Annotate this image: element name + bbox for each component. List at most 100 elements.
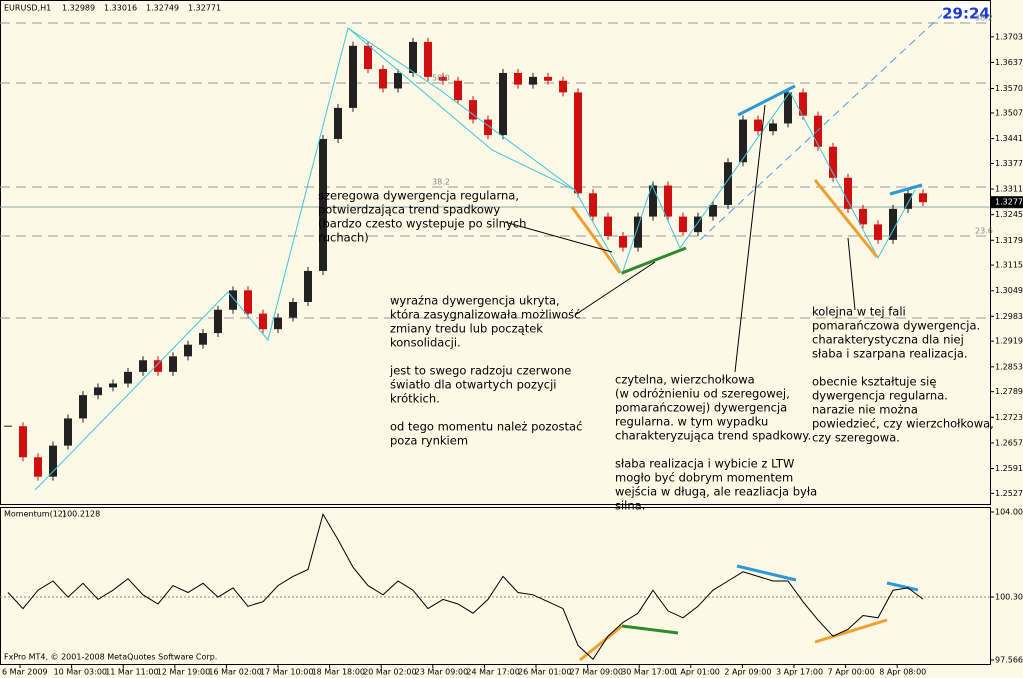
candle [484,119,492,136]
x-tick-label: 12 Mar 19:00 [157,668,210,677]
annotation: charakteryzująca trend spadkowy. [615,429,811,443]
y-tick-label: 104.0005 [995,507,1023,516]
x-tick-label: 8 Apr 08:00 [879,668,926,677]
annotation: czytelna, wierzchołkowa [615,373,755,387]
fib-label: 38.2 [432,178,450,187]
candle [439,76,447,81]
momentum-line [7,513,924,660]
candle [844,177,852,209]
candle [79,395,87,419]
candle [724,162,732,205]
indicator-name: Momentum(12) [4,510,66,519]
candle [754,119,762,132]
candle [394,72,402,89]
candle [274,317,282,330]
annotation: kolejna w tej fali [812,305,906,319]
ohlc-value: 1.33016 [104,4,137,13]
x-tick-label: 16 Mar 02:00 [208,668,261,677]
y-tick-label: 1.30490 [995,286,1023,295]
candle [154,360,162,372]
candle [199,333,207,345]
annotation: konsolidacji. [390,336,461,350]
y-tick-label: 1.28530 [995,362,1023,371]
y-tick-label: 1.26570 [995,438,1023,447]
candle [229,290,237,310]
x-tick-label: 30 Mar 17:00 [621,668,674,677]
annotation: od tego momentu należ pozostać [390,420,582,434]
y-tick-label: 1.34410 [995,134,1023,143]
div-line [814,618,888,644]
candle [124,371,132,384]
candle [454,80,462,101]
candle [664,185,672,217]
div-line [621,246,687,275]
candle [529,76,537,85]
y-tick-label: 1.33110 [995,185,1023,194]
candle [634,216,642,248]
x-tick-label: 10 Mar 03:00 [54,668,107,677]
indicator-value: 100.2128 [62,510,100,519]
x-tick-label: 2 Apr 09:00 [724,668,771,677]
annotation: słaba realizacja i wybicie z LTW [615,457,794,471]
candle [94,387,102,396]
arrows [504,104,856,373]
symbol: EURUSD,H1 [4,4,51,13]
annotation: obecnie kształtuje się [812,375,936,389]
annotation: wejścia w długą, ale reazliacja była [615,485,817,499]
candle [409,41,417,73]
y-tick-label: 1.29830 [995,312,1023,321]
annotation: dywergencja regularna. [812,389,948,403]
fib-label: 23.6 [975,227,993,236]
candle [619,236,627,248]
candle [739,119,747,163]
annotation: powiedzieć, czy wierzchołkowa, [812,417,994,431]
y-tick-label: 1.29190 [995,337,1023,346]
candle [349,45,357,108]
arrow [847,237,856,311]
ohlc-value: 1.32989 [62,4,95,13]
annotation: wyraźna dywergencja ukryta, [390,294,560,308]
candle [679,216,687,233]
sub-frame [0,507,991,665]
annotation: która zasygnalizowała możliwość [390,308,580,322]
y-tick-label: 1.33770 [995,159,1023,168]
candle [289,301,297,318]
candle [544,76,552,81]
candle [379,69,387,89]
annotation: charakterystyczna dla niej [812,333,964,347]
zigzag [34,27,916,491]
annotation: słaba i szarpana realizacja. [812,347,968,361]
div-line [813,179,879,258]
div-line [737,84,796,117]
fib-label: 38.2 [975,14,993,23]
x-tick-label: 27 Mar 09:00 [570,668,623,677]
candle [514,72,522,85]
annotation: czy szeregowa. [812,431,900,445]
timer: 29:24 [942,5,990,23]
candle [169,356,177,372]
x-tick-label: 7 Apr 00:00 [828,668,875,677]
annotation: jest to swego radzoju czerwone [389,364,571,378]
annotation: (w odróżnieniu od szeregowej, [615,387,790,401]
x-tick-label: 23 Mar 09:00 [415,668,468,677]
ohlc-value: 1.32771 [188,4,221,13]
div-line [570,206,622,274]
y-tick-label: 1.32450 [995,210,1023,219]
candle [499,72,507,136]
y-tick-label: 97.5669 [995,656,1023,665]
y-tick-label: 1.31150 [995,261,1023,270]
candle [859,208,867,225]
candle [139,360,147,372]
div-line [889,183,923,196]
x-tick-label: 26 Mar 01:00 [518,668,571,677]
annotation: pomarańczowa dywergencja. [812,319,980,333]
annotation: silna. [615,499,645,513]
annotation: szeregowa dywergencja regularna, [318,189,519,203]
candle [889,208,897,240]
x-tick-label: 6 Mar 2009 [2,668,48,677]
ohlc-value: 1.32749 [146,4,179,13]
x-tick-label: 20 Mar 02:00 [363,668,416,677]
candle [259,313,267,330]
candle [694,216,702,233]
